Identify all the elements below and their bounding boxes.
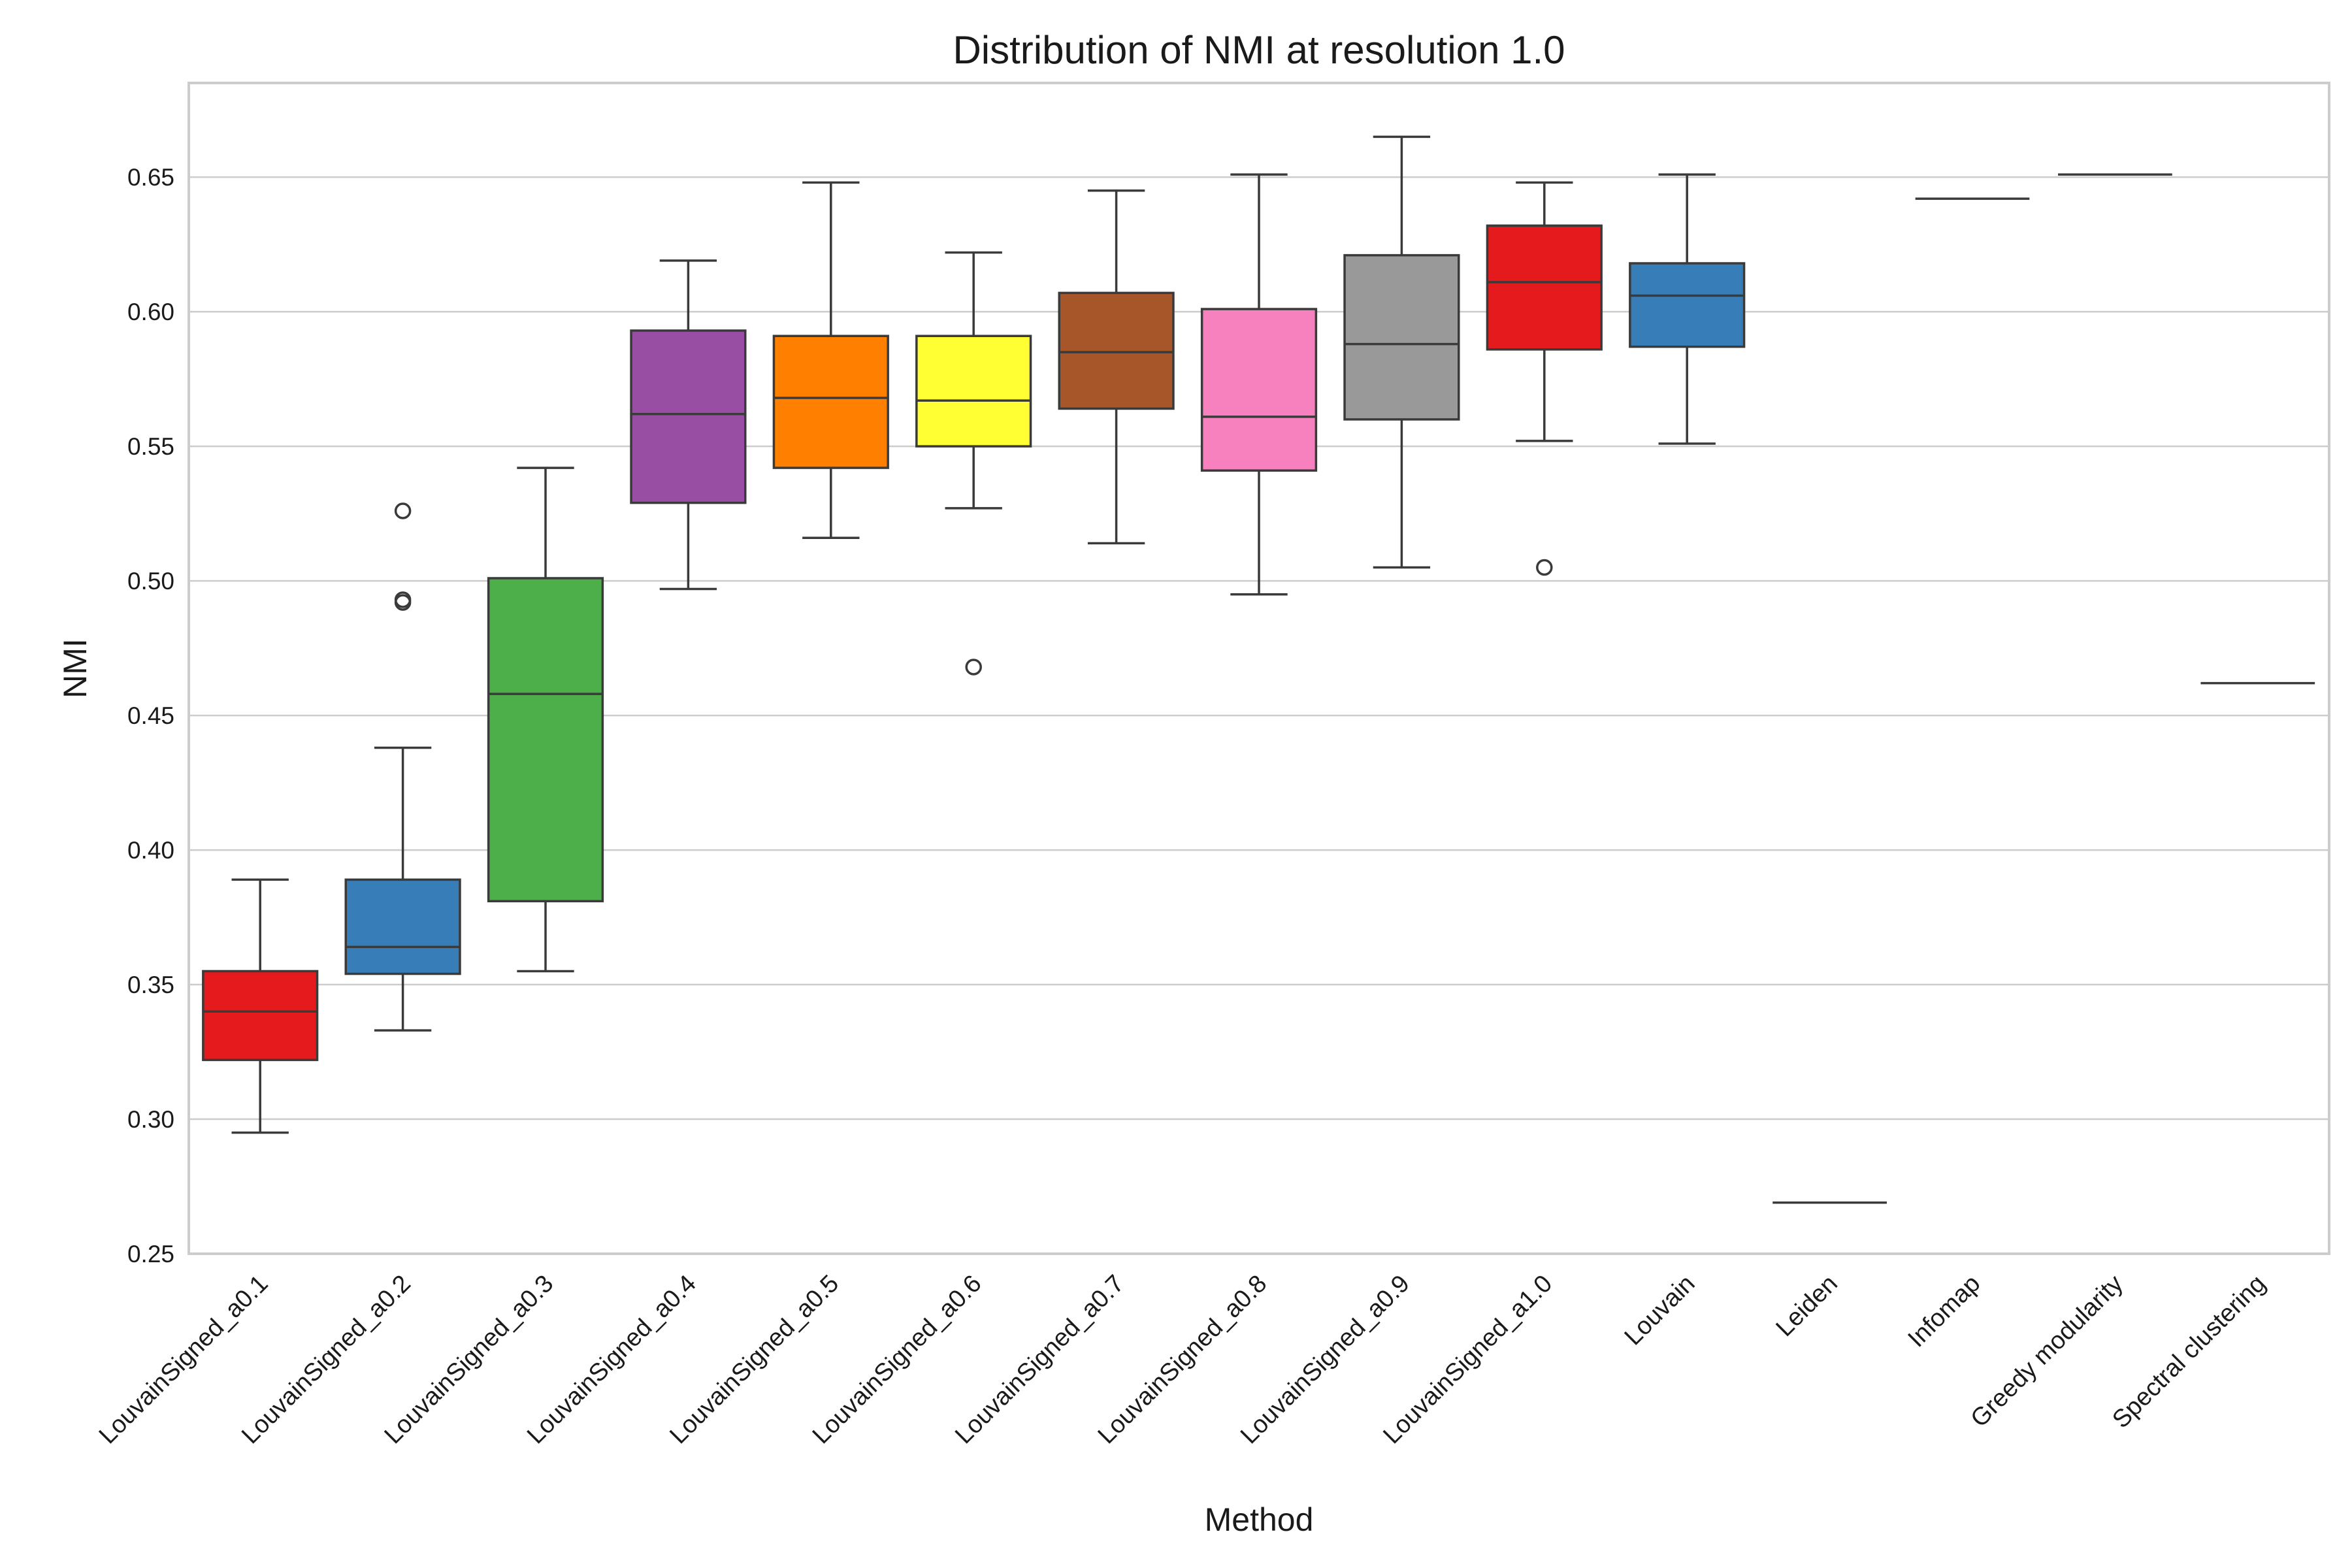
x-tick-label: Greedy modularity (1966, 1270, 2129, 1433)
outlier-point (394, 594, 412, 611)
y-tick-label: 0.30 (127, 1106, 174, 1133)
box-2 (344, 502, 461, 1032)
box-7 (1058, 189, 1175, 545)
x-tick-label: Infomap (1903, 1270, 1986, 1353)
y-tick-label: 0.60 (127, 299, 174, 325)
box-10 (1486, 181, 1603, 576)
chart-title: Distribution of NMI at resolution 1.0 (953, 28, 1565, 72)
box-8 (1200, 173, 1318, 596)
iqr-box (202, 970, 319, 1062)
iqr-box (915, 335, 1032, 448)
box-11 (1629, 173, 1746, 445)
box-1 (202, 878, 319, 1134)
iqr-box (1200, 308, 1318, 472)
box-5 (772, 181, 889, 539)
iqr-box (772, 335, 889, 469)
outlier-point (1536, 559, 1553, 576)
box-3 (487, 466, 604, 973)
iqr-box (1058, 291, 1175, 410)
y-tick-labels: 0.25 0.30 0.35 0.40 0.45 0.50 0.55 0.60 0.65 (127, 164, 174, 1267)
y-tick-label: 0.50 (127, 568, 174, 595)
y-tick-label: 0.25 (127, 1241, 174, 1267)
x-tick-labels: LouvainSigned_a0.1LouvainSigned_a0.2Louv… (94, 1270, 2271, 1450)
y-tick-label: 0.45 (127, 702, 174, 729)
iqr-box (1629, 262, 1746, 348)
x-tick-label: Louvain (1620, 1270, 1701, 1351)
box-9 (1343, 135, 1460, 569)
y-tick-label: 0.40 (127, 837, 174, 864)
iqr-box (487, 577, 604, 903)
box-4 (630, 259, 747, 591)
y-tick-label: 0.65 (127, 164, 174, 191)
y-tick-label: 0.35 (127, 972, 174, 998)
y-axis-label: NMI (57, 638, 93, 698)
x-tick-label: Spectral clustering (2107, 1270, 2271, 1434)
iqr-box (344, 878, 461, 975)
x-tick-label: Leiden (1771, 1270, 1843, 1342)
box-plots (202, 135, 2315, 1204)
outlier-point (394, 502, 412, 519)
iqr-box (1343, 253, 1460, 421)
y-tick-label: 0.55 (127, 433, 174, 460)
iqr-box (630, 329, 747, 504)
x-axis-label: Method (1205, 1501, 1314, 1538)
outlier-point (965, 659, 982, 676)
iqr-box (1486, 224, 1603, 351)
plot-frame (188, 82, 2330, 1255)
box-6 (915, 251, 1032, 676)
